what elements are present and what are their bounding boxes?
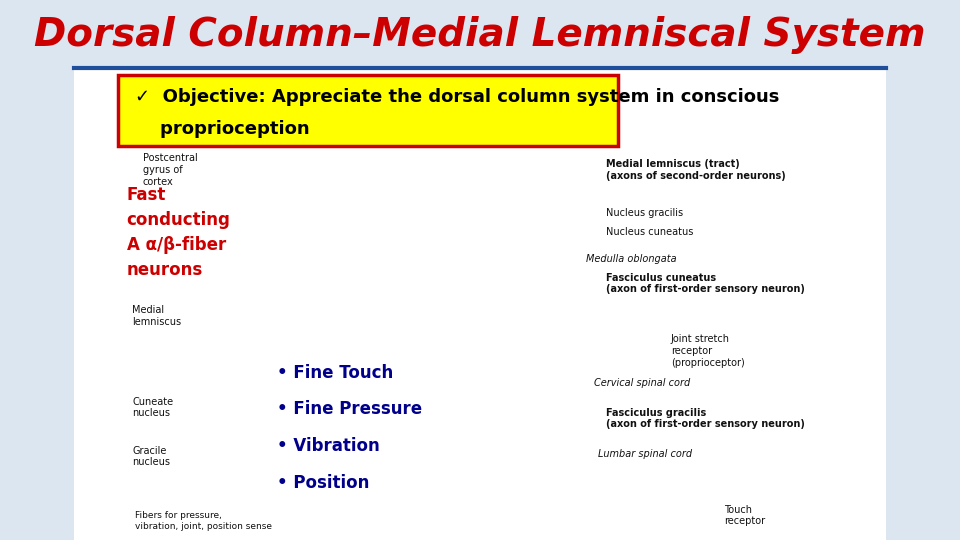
Text: Lumbar spinal cord: Lumbar spinal cord (598, 449, 692, 458)
Text: Medial lemniscus (tract)
(axons of second-order neurons): Medial lemniscus (tract) (axons of secon… (606, 159, 785, 181)
Text: Cervical spinal cord: Cervical spinal cord (593, 379, 690, 388)
FancyBboxPatch shape (74, 68, 886, 540)
Text: Medulla oblongata: Medulla oblongata (586, 254, 676, 264)
Text: • Vibration: • Vibration (276, 437, 379, 455)
Text: proprioception: proprioception (134, 119, 309, 138)
Text: Touch
receptor: Touch receptor (724, 505, 765, 526)
Text: Gracile
nucleus: Gracile nucleus (132, 446, 170, 467)
Text: Nucleus gracilis: Nucleus gracilis (606, 208, 684, 218)
Text: Postcentral
gyrus of
cortex: Postcentral gyrus of cortex (143, 153, 198, 187)
Text: ✓  Objective: Appreciate the dorsal column system in conscious: ✓ Objective: Appreciate the dorsal colum… (134, 88, 780, 106)
Text: Cuneate
nucleus: Cuneate nucleus (132, 397, 174, 418)
Text: Fibers for pressure,
vibration, joint, position sense: Fibers for pressure, vibration, joint, p… (134, 511, 272, 531)
Text: • Position: • Position (276, 474, 370, 492)
FancyBboxPatch shape (74, 0, 886, 68)
Text: • Fine Touch: • Fine Touch (276, 363, 394, 382)
Text: Fasciculus gracilis
(axon of first-order sensory neuron): Fasciculus gracilis (axon of first-order… (606, 408, 804, 429)
Text: Nucleus cuneatus: Nucleus cuneatus (606, 227, 693, 237)
Text: Fasciculus cuneatus
(axon of first-order sensory neuron): Fasciculus cuneatus (axon of first-order… (606, 273, 804, 294)
FancyBboxPatch shape (118, 75, 618, 146)
Text: Joint stretch
receptor
(proprioceptor): Joint stretch receptor (proprioceptor) (671, 334, 745, 368)
Text: Fast
conducting
A α/β-fiber
neurons: Fast conducting A α/β-fiber neurons (127, 186, 230, 279)
Text: Medial
lemniscus: Medial lemniscus (132, 305, 181, 327)
Text: • Fine Pressure: • Fine Pressure (276, 400, 422, 418)
Text: Dorsal Column–Medial Lemniscal System: Dorsal Column–Medial Lemniscal System (35, 16, 925, 54)
